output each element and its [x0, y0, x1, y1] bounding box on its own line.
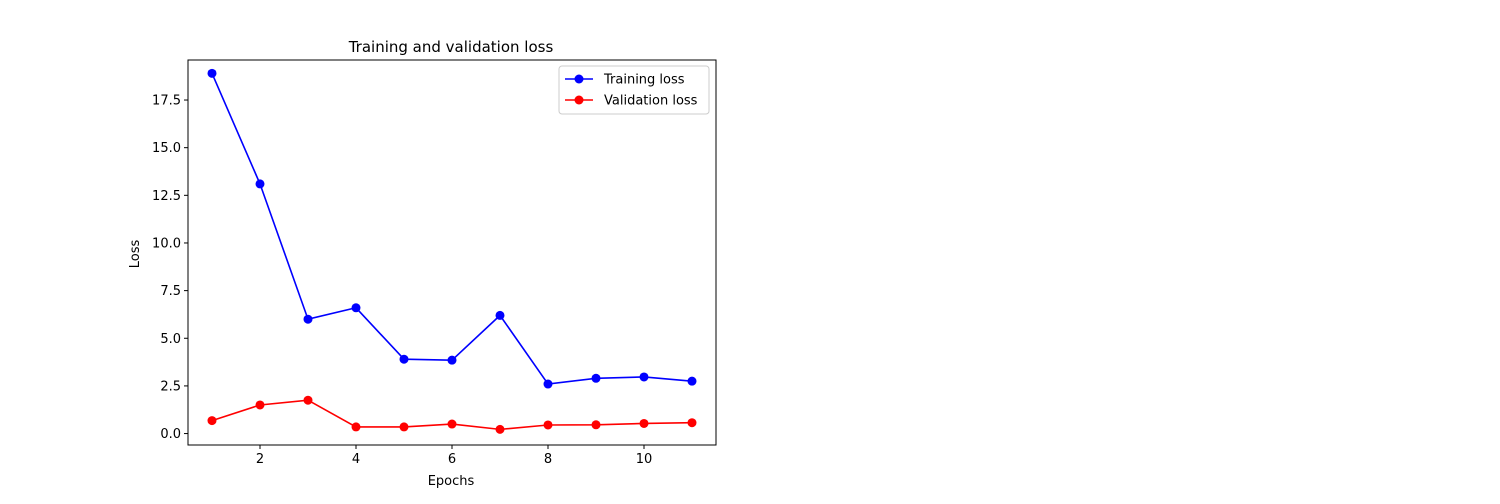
chart-title: Training and validation loss — [348, 38, 554, 56]
validation-loss-point — [639, 418, 649, 428]
plot-area: 2 4 6 8 10 0.0 2.5 5.0 7.5 10.0 12.5 15.0 17.5 — [152, 59, 717, 467]
legend-validation-loss-marker — [574, 95, 584, 105]
training-loss-point — [399, 354, 409, 364]
x-tick-label: 8 — [544, 452, 552, 467]
training-loss-line — [211, 73, 693, 385]
training-loss-point — [207, 68, 217, 78]
training-loss-point — [351, 303, 361, 313]
validation-loss-point — [399, 422, 409, 432]
axes-frame — [187, 59, 717, 446]
validation-loss-point — [687, 418, 697, 428]
training-loss-point — [687, 376, 697, 386]
validation-loss-point — [591, 420, 601, 430]
validation-loss-point — [543, 420, 553, 430]
validation-loss-point — [255, 400, 265, 410]
validation-loss-point — [303, 395, 313, 405]
training-loss-point — [447, 355, 457, 365]
validation-loss-point — [207, 416, 217, 426]
training-loss-point — [639, 372, 649, 382]
y-tick-label: 2.5 — [160, 379, 181, 394]
x-tick-label: 4 — [352, 452, 360, 467]
legend-training-loss-label: Training loss — [603, 73, 685, 88]
training-loss-point — [591, 373, 601, 383]
y-tick-label: 10.0 — [152, 236, 181, 251]
legend: Training loss Validation loss — [558, 65, 710, 115]
y-tick-label: 7.5 — [160, 284, 181, 299]
x-tick-label: 10 — [636, 452, 653, 467]
validation-loss-point — [495, 424, 505, 434]
legend-validation-loss-label: Validation loss — [604, 94, 698, 109]
training-loss-point — [303, 314, 313, 324]
legend-training-loss-marker — [574, 74, 584, 84]
y-tick-label: 12.5 — [152, 189, 181, 204]
y-tick-label: 17.5 — [152, 94, 181, 109]
validation-loss-point — [447, 419, 457, 429]
y-tick-label: 15.0 — [152, 141, 181, 156]
y-tick-label: 0.0 — [160, 427, 181, 442]
legend-box — [558, 65, 710, 115]
validation-loss-point — [351, 422, 361, 432]
training-loss-point — [495, 310, 505, 320]
y-tick-label: 5.0 — [160, 332, 181, 347]
training-loss-point — [543, 379, 553, 389]
y-axis-label: Loss — [128, 240, 143, 269]
x-tick-label: 6 — [448, 452, 456, 467]
x-tick-label: 2 — [256, 452, 264, 467]
training-loss-point — [255, 179, 265, 189]
x-axis-label: Epochs — [428, 474, 475, 489]
